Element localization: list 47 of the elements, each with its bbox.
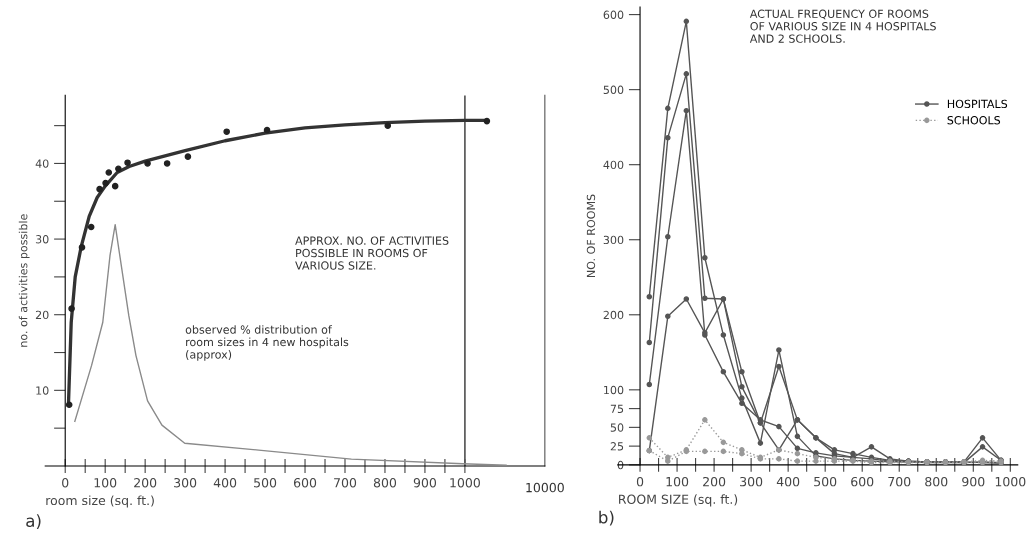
y-axis-title: no. of activities possible — [18, 214, 30, 347]
annotation: observed % distribution of room sizes in 4 new hospitals (approx) — [185, 325, 349, 361]
y-tick-label: 20 — [35, 310, 49, 320]
y-tick-label: 50 — [610, 423, 624, 432]
x-tick-label: 200 — [703, 476, 726, 487]
x-tick-label: 400 — [776, 476, 800, 487]
text: b) — [599, 510, 614, 526]
text: a) — [26, 514, 41, 530]
y-axis-title: NO. OF ROOMS — [586, 194, 596, 277]
x-tick-label: 800 — [925, 476, 948, 487]
x-tick-label: 700 — [334, 478, 357, 488]
y-tick-label: 200 — [603, 310, 624, 320]
annotation: APPROX. NO. OF ACTIVITIES POSSIBLE IN ROOMS OF VARIOUS SIZE. — [295, 236, 449, 270]
x-tick-label: 200 — [134, 478, 157, 488]
y-tick-label: 10 — [36, 386, 49, 395]
x-tick-label: 500 — [814, 476, 837, 487]
x-tick-label: 0 — [62, 478, 69, 488]
x-tick-label: 1000 — [995, 476, 1026, 487]
y-tick-label: 100 — [604, 385, 624, 395]
x-tick-label: 800 — [373, 478, 397, 488]
x-tick-label: 500 — [254, 478, 277, 488]
y-tick-label: 400 — [603, 160, 624, 170]
x-tick-label: 300 — [740, 476, 763, 487]
y-tick-label: 30 — [35, 235, 49, 244]
y-tick-label: 40 — [35, 159, 49, 168]
y-tick-label: 600 — [603, 10, 624, 19]
x-tick-label: 100 — [666, 476, 689, 487]
x-tick-label: 100 — [94, 478, 117, 488]
x-tick-label: 700 — [888, 476, 911, 487]
x-tick-label: 600 — [851, 476, 874, 487]
y-tick-label: 300 — [603, 235, 624, 245]
legend-label: SCHOOLS — [947, 115, 1001, 125]
y-tick-label: 25 — [610, 442, 624, 451]
x-tick-label: 600 — [293, 478, 317, 488]
x-axis-title: room size (sq. ft.) — [46, 495, 154, 508]
x-axis-title: ROOM SIZE (sq. ft.) — [619, 494, 738, 507]
y-tick-label: 75 — [610, 404, 624, 413]
x-tick-label: 400 — [213, 478, 237, 488]
x-tick-label: 1000 — [450, 478, 480, 488]
y-tick-label: 500 — [603, 85, 624, 95]
x-tick-label: 900 — [962, 476, 985, 487]
text: 10000 — [526, 482, 564, 493]
annotation: ACTUAL FREQUENCY OF ROOMS OF VARIOUS SIZE IN 4 HOSPITALS AND 2 SCHOOLS. — [749, 9, 936, 43]
x-tick-label: 300 — [174, 478, 197, 488]
x-tick-label: 0 — [636, 476, 644, 487]
x-tick-label: 900 — [413, 478, 437, 488]
legend-label: HOSPITALS — [947, 99, 1008, 109]
